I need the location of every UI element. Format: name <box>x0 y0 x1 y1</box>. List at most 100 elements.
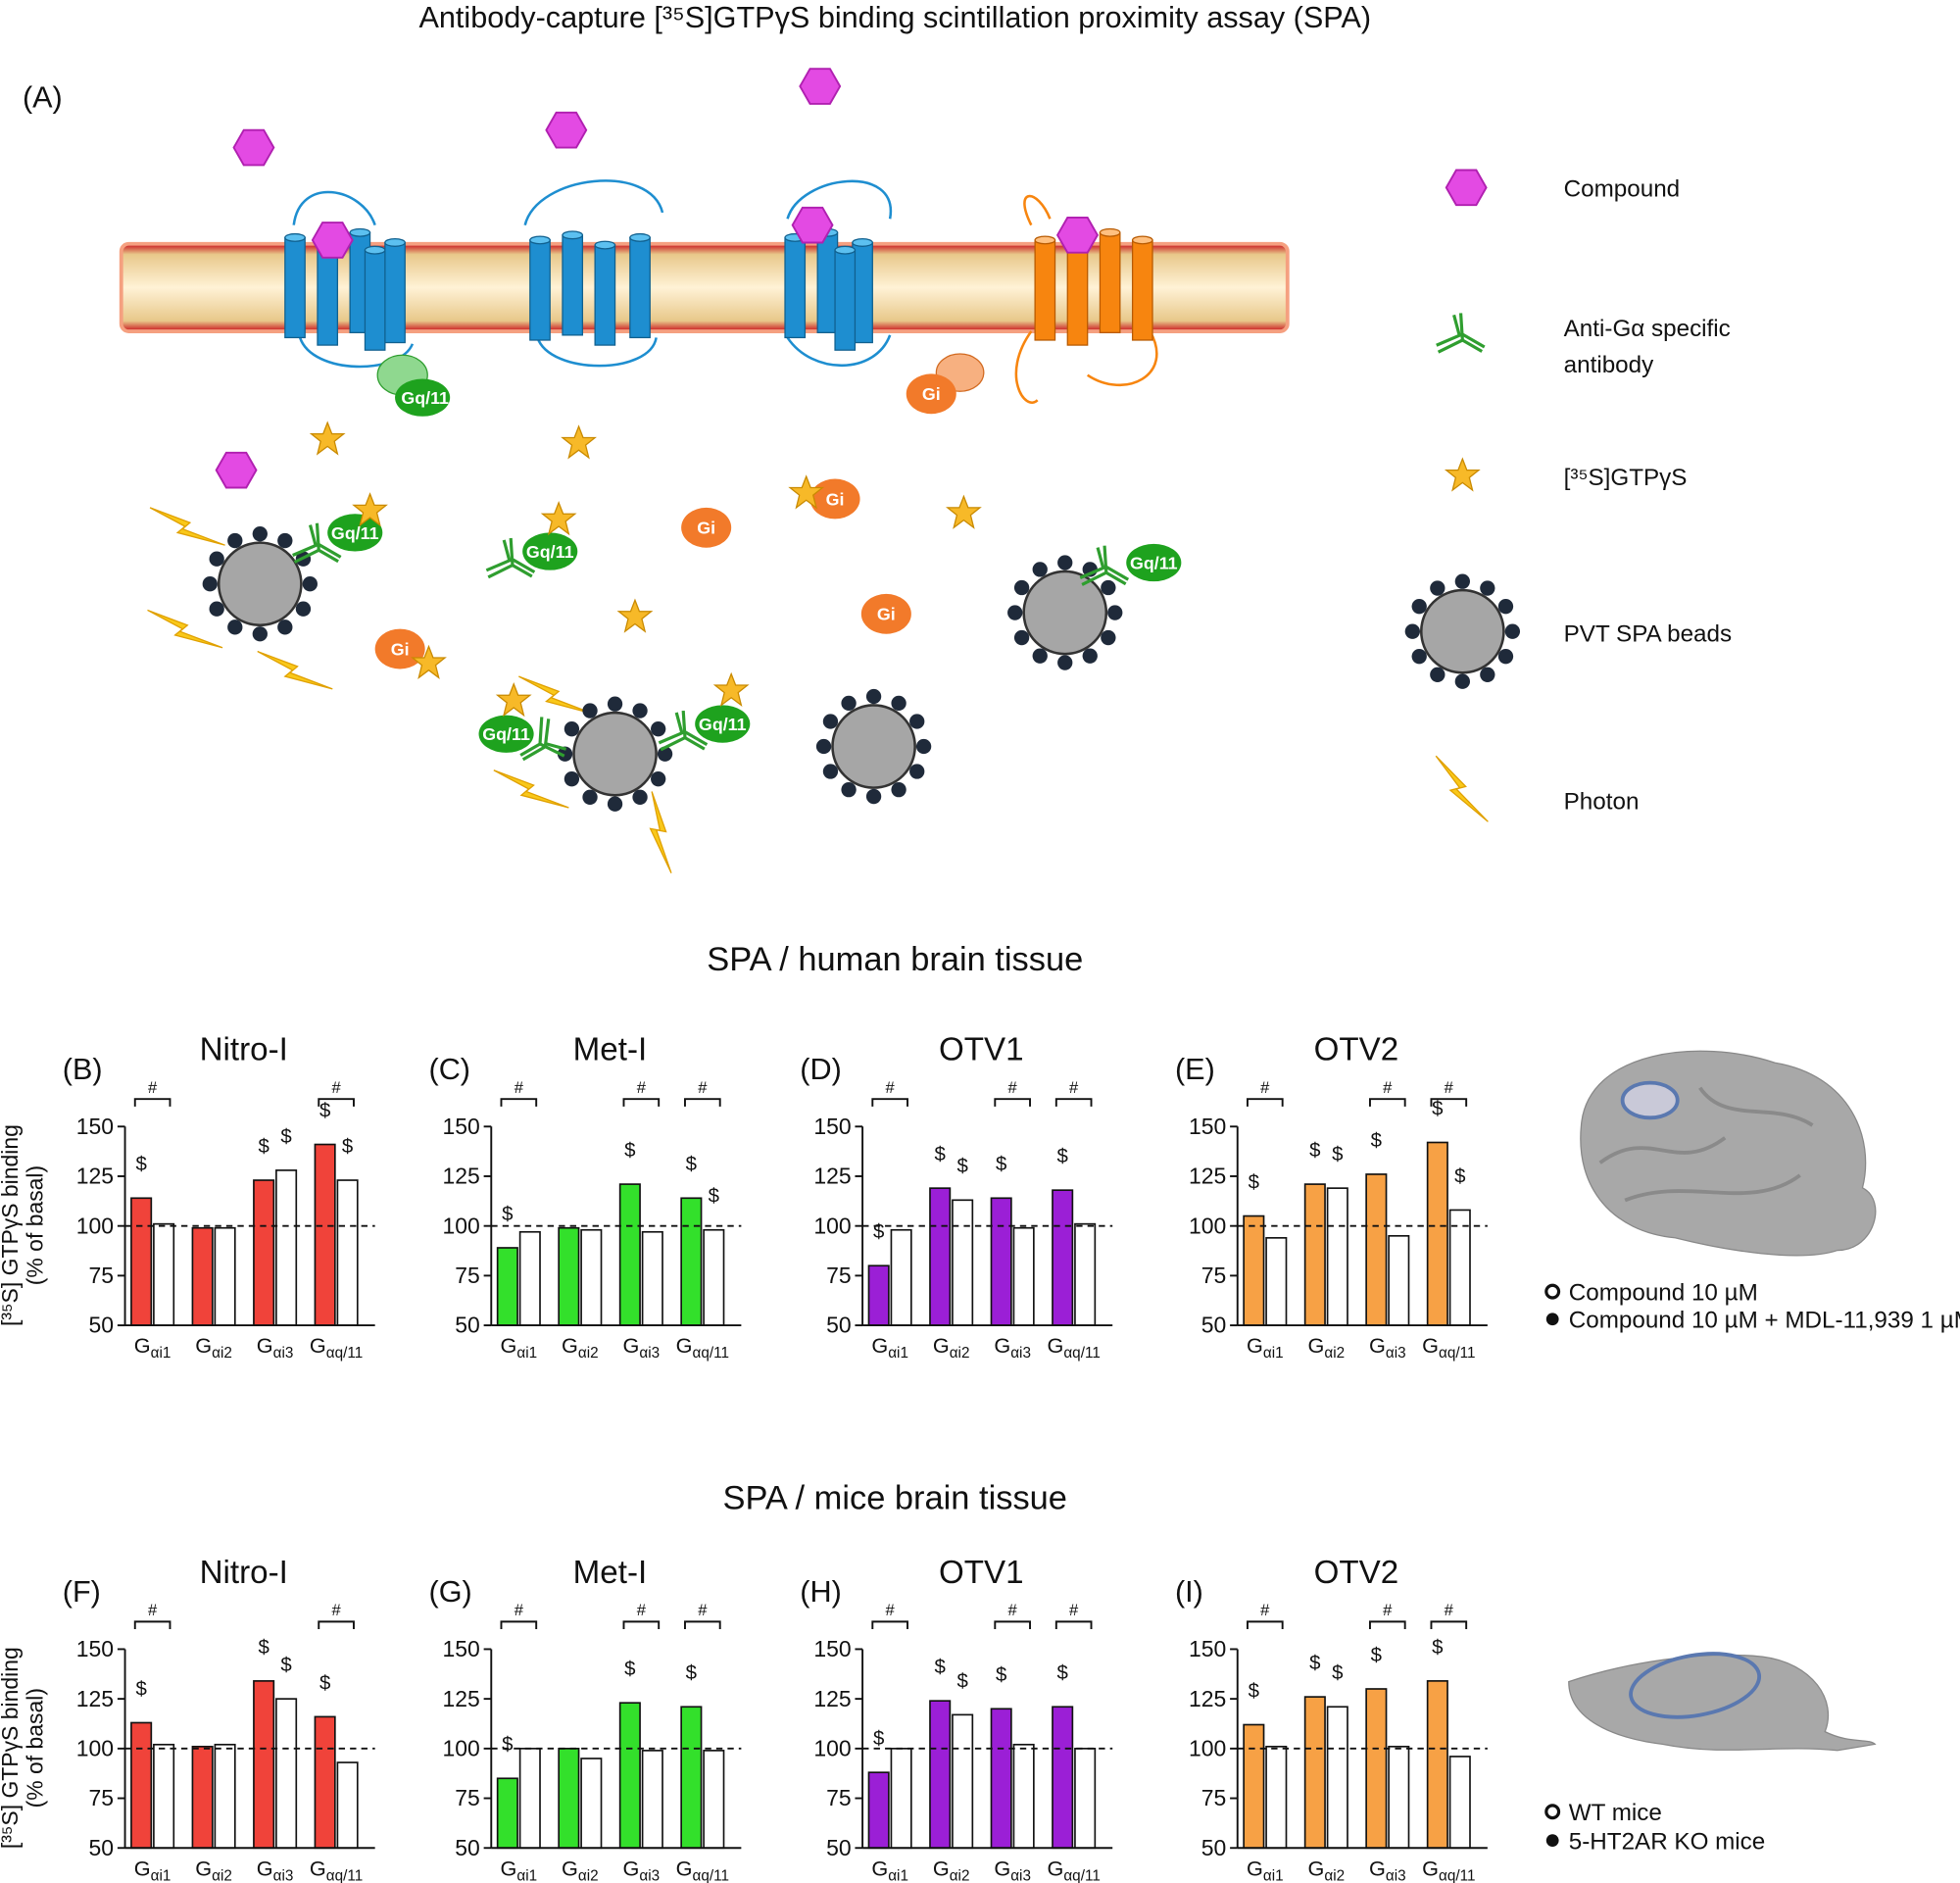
y-tick-label: 75 <box>455 1263 480 1288</box>
bar <box>153 1743 175 1850</box>
bar <box>990 1197 1012 1326</box>
significance: $ <box>686 1662 698 1684</box>
significance: $ <box>873 1728 885 1750</box>
significance: # <box>698 1078 708 1097</box>
chart-title: OTV2 <box>1314 1032 1399 1068</box>
y-tick-label: 125 <box>443 1686 480 1711</box>
bar <box>929 1700 952 1850</box>
bar <box>253 1179 275 1326</box>
x-tick-label: Gαi1 <box>871 1856 908 1883</box>
significance: $ <box>624 1140 636 1162</box>
bar <box>890 1228 912 1326</box>
y-tick-label: 50 <box>1201 1835 1227 1860</box>
y-tick-label: 75 <box>89 1263 115 1288</box>
significance: # <box>148 1078 158 1097</box>
bar <box>952 1713 974 1850</box>
significance: $ <box>135 1154 147 1175</box>
x-tick-label: Gαi1 <box>871 1333 908 1362</box>
bracket <box>871 1620 908 1630</box>
bar <box>929 1187 952 1326</box>
bracket <box>1369 1620 1406 1630</box>
g-label: Gi <box>922 384 941 404</box>
legend-label: Compound 10 µM + MDL-11,939 1 µM <box>1569 1308 1960 1334</box>
significance: # <box>514 1601 524 1619</box>
charts: (B)Nitro-I[³⁵S] GTPγS binding(% of basal… <box>0 1032 1488 1883</box>
g-label: Gq/11 <box>482 724 530 744</box>
x-tick-label: Gαi3 <box>257 1333 294 1362</box>
bracket <box>1430 1098 1468 1107</box>
significance: $ <box>280 1655 292 1676</box>
significance: $ <box>1309 1140 1321 1162</box>
x-tick-label: Gαi3 <box>1369 1856 1406 1883</box>
y-tick-label: 150 <box>443 1636 480 1661</box>
significance: # <box>1383 1601 1393 1619</box>
bar <box>1012 1743 1035 1850</box>
y-tick-label: 75 <box>1201 1785 1227 1810</box>
significance: # <box>637 1078 647 1097</box>
y-tick-label: 100 <box>443 1735 480 1760</box>
bracket <box>1054 1098 1093 1107</box>
bracket <box>133 1620 172 1630</box>
y-tick-label: 50 <box>455 1835 480 1860</box>
bar <box>703 1228 725 1326</box>
significance: # <box>637 1601 647 1619</box>
bracket <box>1369 1098 1406 1107</box>
bar <box>518 1230 541 1326</box>
x-tick-label: Gαq/11 <box>310 1856 363 1883</box>
bracket <box>622 1098 661 1107</box>
bar <box>867 1264 890 1326</box>
significance: # <box>698 1601 708 1619</box>
significance: $ <box>258 1136 270 1158</box>
bar <box>191 1745 214 1850</box>
y-tick-label: 50 <box>826 1835 852 1860</box>
section-title: SPA / human brain tissue <box>707 941 1083 978</box>
significance: $ <box>135 1678 147 1700</box>
x-tick-label: Gαi1 <box>501 1333 538 1362</box>
chart: (B) Nitro-I [³⁵S] GTPγS binding(% of basal… <box>0 1032 375 1362</box>
y-tick-label: 150 <box>1189 1114 1226 1139</box>
bar <box>1303 1183 1326 1326</box>
bar <box>336 1179 359 1326</box>
brain-human <box>1580 1050 1877 1257</box>
bar <box>680 1197 703 1326</box>
bar <box>580 1758 603 1850</box>
bracket <box>500 1098 538 1107</box>
x-tick-label: Gαi1 <box>134 1856 172 1883</box>
bar <box>191 1226 214 1326</box>
g-label: Gi <box>697 519 715 538</box>
g-label: Gq/11 <box>526 542 574 562</box>
y-tick-label: 100 <box>813 1213 851 1238</box>
y-axis-label: [³⁵S] GTPγS binding <box>0 1647 23 1849</box>
significance: $ <box>1309 1653 1321 1674</box>
legend-label: Compound 10 µM <box>1569 1280 1758 1307</box>
bar <box>214 1743 236 1850</box>
panel-label: (A) <box>23 81 63 115</box>
chart-title: OTV1 <box>939 1555 1024 1591</box>
y-tick-label: 150 <box>443 1114 480 1139</box>
significance: # <box>148 1601 158 1619</box>
bar <box>1012 1226 1035 1326</box>
significance: $ <box>502 1734 514 1756</box>
significance: # <box>1383 1078 1393 1097</box>
y-tick-label: 125 <box>813 1164 851 1189</box>
chart-title: Nitro-I <box>200 1032 288 1068</box>
y-tick-label: 100 <box>76 1735 114 1760</box>
y-tick-label: 100 <box>813 1735 851 1760</box>
significance: # <box>514 1078 524 1097</box>
significance: $ <box>1249 1171 1260 1193</box>
bar <box>275 1698 298 1850</box>
significance: $ <box>686 1154 698 1175</box>
bar <box>1265 1237 1288 1326</box>
bar <box>1448 1756 1471 1850</box>
legend-label: 5-HT2AR KO mice <box>1569 1829 1766 1856</box>
significance: # <box>1445 1078 1454 1097</box>
g-label: Gi <box>877 605 896 624</box>
y-tick-label: 50 <box>455 1313 480 1338</box>
key-label: Compound <box>1564 175 1680 202</box>
x-tick-label: Gαi2 <box>933 1333 970 1362</box>
bar <box>518 1748 541 1850</box>
bar <box>703 1750 725 1850</box>
y-tick-label: 75 <box>455 1785 480 1810</box>
y-tick-label: 50 <box>89 1835 115 1860</box>
g-label: Gq/11 <box>699 715 747 734</box>
